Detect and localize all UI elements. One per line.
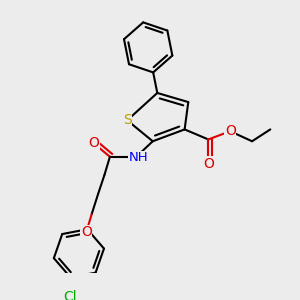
Text: Cl: Cl: [64, 290, 77, 300]
Text: O: O: [225, 124, 236, 138]
Text: NH: NH: [128, 151, 148, 164]
Text: O: O: [88, 136, 99, 150]
Text: O: O: [203, 157, 214, 171]
Text: S: S: [123, 113, 132, 127]
Text: O: O: [81, 225, 92, 239]
